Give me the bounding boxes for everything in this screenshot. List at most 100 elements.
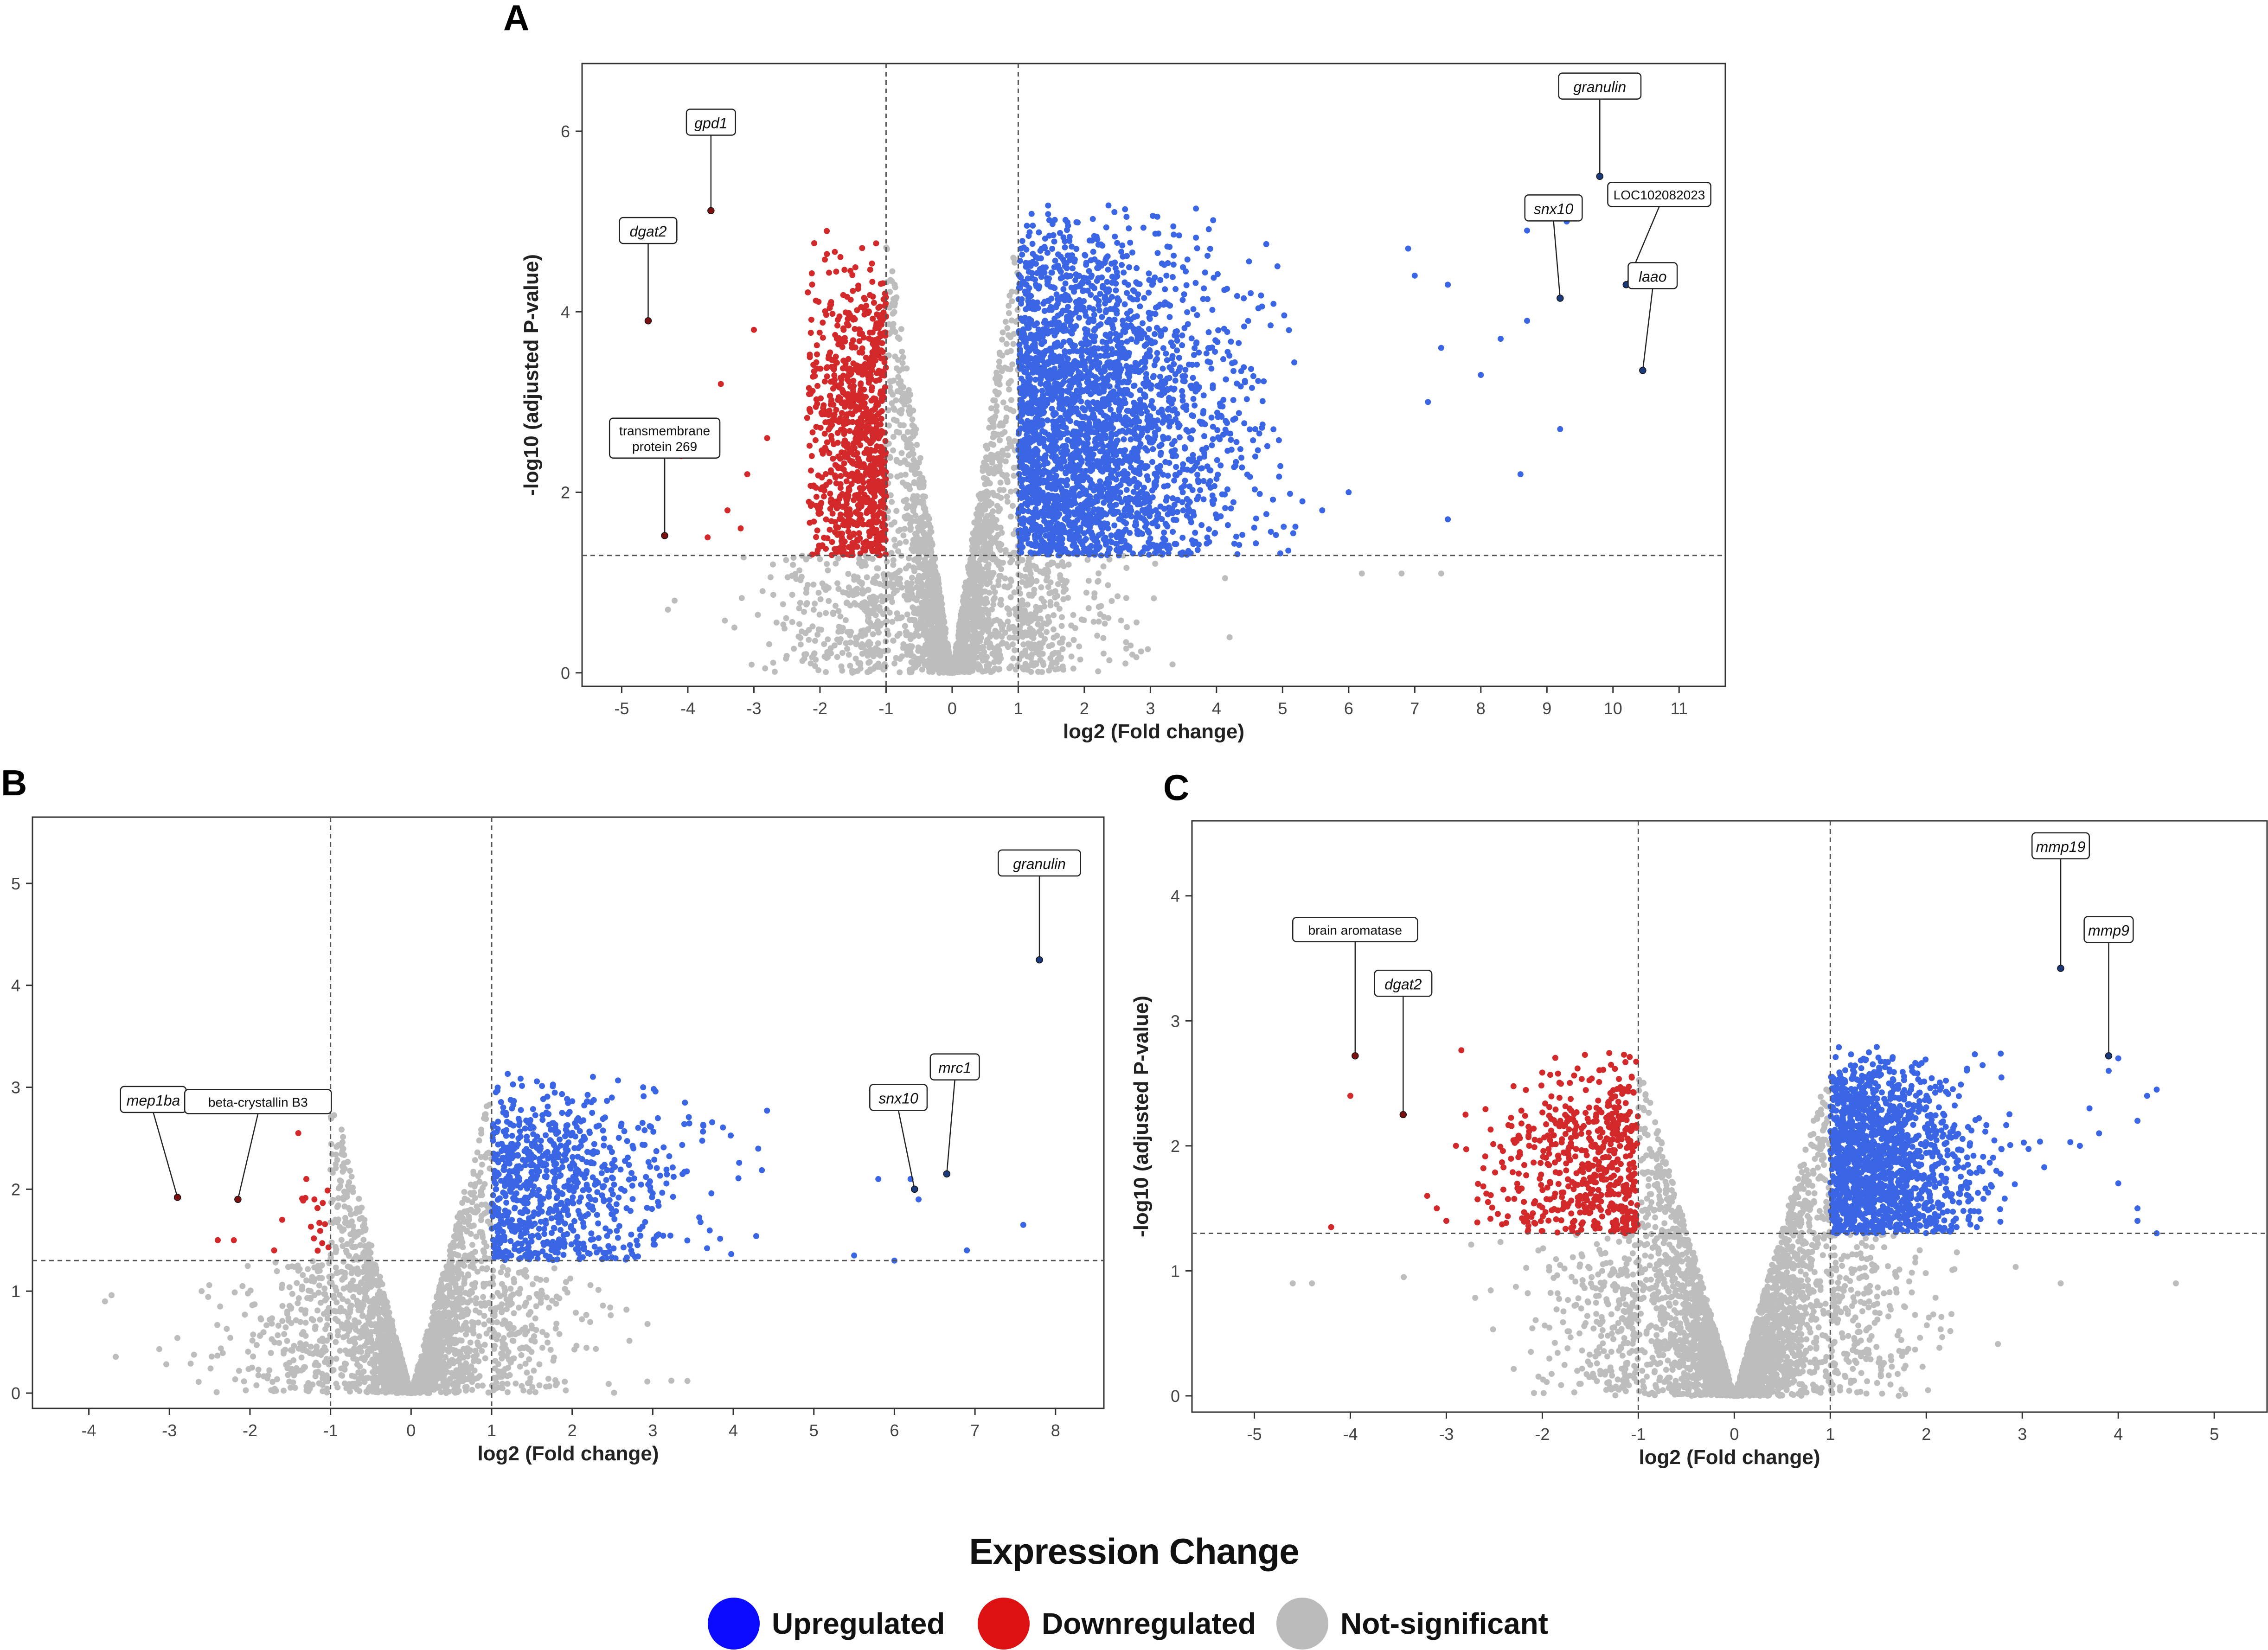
up-point xyxy=(1106,383,1113,390)
ns-point xyxy=(884,618,890,625)
up-point xyxy=(1035,285,1042,292)
ns-point xyxy=(892,329,898,335)
ns-point xyxy=(809,623,816,630)
up-point xyxy=(1092,445,1098,452)
up-point xyxy=(1277,463,1284,469)
ns-point xyxy=(1010,641,1016,647)
ns-point xyxy=(1096,618,1102,625)
up-point xyxy=(1016,543,1023,550)
ns-point xyxy=(812,638,818,644)
up-point xyxy=(1038,340,1044,347)
ns-point xyxy=(870,631,876,638)
ns-point xyxy=(891,407,898,413)
up-point xyxy=(1192,530,1198,536)
up-point xyxy=(1130,383,1137,389)
ns-point xyxy=(951,667,957,674)
ns-point xyxy=(914,497,920,503)
up-point xyxy=(1179,388,1185,394)
ns-point xyxy=(866,659,873,665)
up-point xyxy=(1166,314,1173,320)
ns-point xyxy=(1012,628,1019,635)
ns-point xyxy=(1016,656,1022,663)
up-point xyxy=(1152,331,1158,337)
up-point xyxy=(1082,252,1089,259)
ns-point xyxy=(898,614,905,620)
up-point xyxy=(1032,355,1039,361)
ns-point xyxy=(988,669,994,675)
up-point xyxy=(1156,443,1163,449)
ns-point xyxy=(1029,633,1036,640)
up-point xyxy=(1172,286,1179,292)
ns-point xyxy=(931,590,937,596)
up-point xyxy=(1194,245,1200,251)
up-point xyxy=(1103,224,1109,230)
ns-point xyxy=(929,635,935,641)
ns-point xyxy=(789,619,795,625)
up-point xyxy=(1185,321,1191,327)
up-point xyxy=(1209,492,1216,499)
ns-point xyxy=(952,654,958,661)
up-point xyxy=(1198,465,1205,472)
ns-point xyxy=(731,624,737,631)
ns-point xyxy=(1002,319,1009,325)
up-point xyxy=(1128,336,1134,343)
up-point xyxy=(1188,436,1195,442)
up-point xyxy=(1176,232,1182,239)
up-point xyxy=(1236,410,1242,416)
ns-point xyxy=(1028,575,1034,582)
up-point xyxy=(1201,433,1207,439)
up-point xyxy=(1150,374,1156,380)
up-point xyxy=(1123,214,1130,220)
ns-point xyxy=(1054,633,1060,639)
ns-point xyxy=(1006,607,1012,613)
up-point xyxy=(1182,366,1189,373)
up-point xyxy=(1101,536,1107,543)
ns-point xyxy=(990,596,997,603)
ns-point xyxy=(1129,652,1135,658)
ns-point xyxy=(910,451,916,457)
ns-point xyxy=(821,653,828,660)
up-point xyxy=(1027,549,1034,556)
ns-point xyxy=(998,655,1004,662)
up-point xyxy=(1205,329,1212,335)
up-point xyxy=(1136,369,1142,375)
ns-point xyxy=(993,369,1000,376)
up-point xyxy=(1206,526,1212,532)
up-point xyxy=(1228,339,1234,345)
ns-point xyxy=(807,660,814,667)
ns-point xyxy=(900,354,906,360)
up-point xyxy=(1238,368,1244,374)
up-point xyxy=(1171,477,1178,484)
ns-point xyxy=(837,613,844,620)
up-point xyxy=(1145,527,1151,534)
up-point xyxy=(1109,274,1115,280)
ns-point xyxy=(985,480,991,486)
up-point xyxy=(1181,291,1187,298)
up-point xyxy=(1121,269,1127,276)
ns-point xyxy=(863,553,869,560)
ns-point xyxy=(1010,255,1017,261)
ns-point xyxy=(1004,499,1011,505)
up-point xyxy=(1234,551,1241,557)
ns-point xyxy=(1039,659,1046,665)
ns-point xyxy=(1052,588,1058,595)
up-point xyxy=(1049,246,1056,252)
up-point xyxy=(1268,322,1274,329)
up-point xyxy=(1208,414,1215,421)
up-point xyxy=(1208,365,1215,372)
ns-point xyxy=(1004,325,1011,331)
ns-point xyxy=(990,584,997,591)
ns-point xyxy=(1134,619,1140,626)
up-point xyxy=(1170,223,1177,230)
ns-point xyxy=(1070,637,1077,643)
up-point xyxy=(1150,277,1156,284)
up-point xyxy=(1127,239,1134,246)
up-point xyxy=(1024,418,1031,424)
ns-point xyxy=(780,621,787,628)
up-point xyxy=(1261,378,1267,384)
ns-point xyxy=(995,562,1002,569)
ns-point xyxy=(974,636,980,642)
up-point xyxy=(1028,211,1035,217)
ns-point xyxy=(848,629,854,635)
ns-point xyxy=(923,595,929,601)
